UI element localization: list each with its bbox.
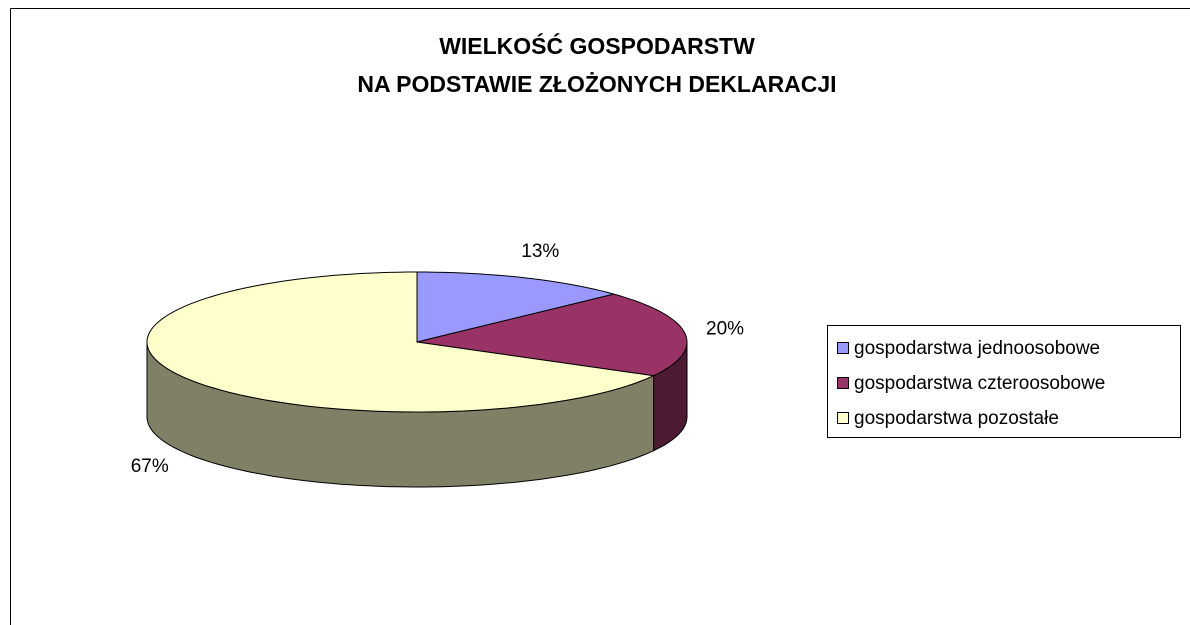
legend-swatch [837, 377, 849, 389]
slice [146, 271, 656, 413]
data-label: 67% [131, 456, 169, 477]
legend-label: gospodarstwa pozostałe [854, 408, 1059, 429]
slice [416, 271, 614, 343]
legend-label: gospodarstwa czteroosobowe [854, 373, 1105, 394]
data-label: 13% [521, 241, 559, 262]
slice [416, 293, 688, 377]
legend-label: gospodarstwa jednoosobowe [854, 338, 1100, 359]
legend-box [827, 325, 1181, 438]
chart-title: WIELKOŚĆ GOSPODARSTW [439, 32, 755, 59]
legend-swatch [837, 342, 849, 354]
legend-swatch [837, 412, 849, 424]
data-label: 20% [706, 319, 744, 340]
chart-title: NA PODSTAWIE ZŁOŻONYCH DEKLARACJI [357, 71, 836, 97]
